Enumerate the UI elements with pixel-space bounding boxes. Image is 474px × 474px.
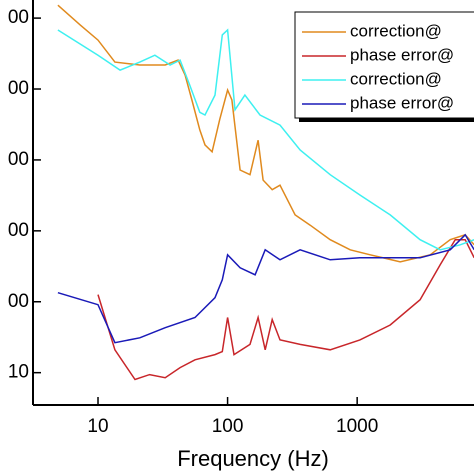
series-line bbox=[57, 4, 474, 263]
x-axis-label: Frequency (Hz) bbox=[177, 446, 329, 471]
legend-shadow bbox=[299, 118, 474, 122]
legend-label: correction@ bbox=[350, 69, 442, 88]
legend-label: phase error@ bbox=[350, 93, 454, 112]
series-line bbox=[97, 238, 474, 381]
y-tick-label: 00 bbox=[8, 220, 29, 241]
legend: correction@ phase error@ correction@ phase … bbox=[294, 11, 474, 122]
y-tick-label: 00 bbox=[8, 291, 29, 312]
legend-label: phase error@ bbox=[350, 45, 454, 64]
x-tick-label: 1000 bbox=[336, 416, 378, 437]
plot-area bbox=[57, 4, 474, 381]
x-tick-label: 100 bbox=[212, 416, 244, 437]
series-line bbox=[57, 233, 474, 344]
series-line bbox=[57, 28, 474, 251]
y-tick-label: 00 bbox=[8, 149, 29, 170]
x-tick-label: 10 bbox=[87, 416, 108, 437]
legend-label: correction@ bbox=[350, 21, 442, 40]
legend-box bbox=[294, 11, 474, 119]
y-tick-label: 10 bbox=[8, 362, 29, 383]
y-tick-label: 00 bbox=[8, 7, 29, 28]
y-tick-label: 00 bbox=[8, 78, 29, 99]
